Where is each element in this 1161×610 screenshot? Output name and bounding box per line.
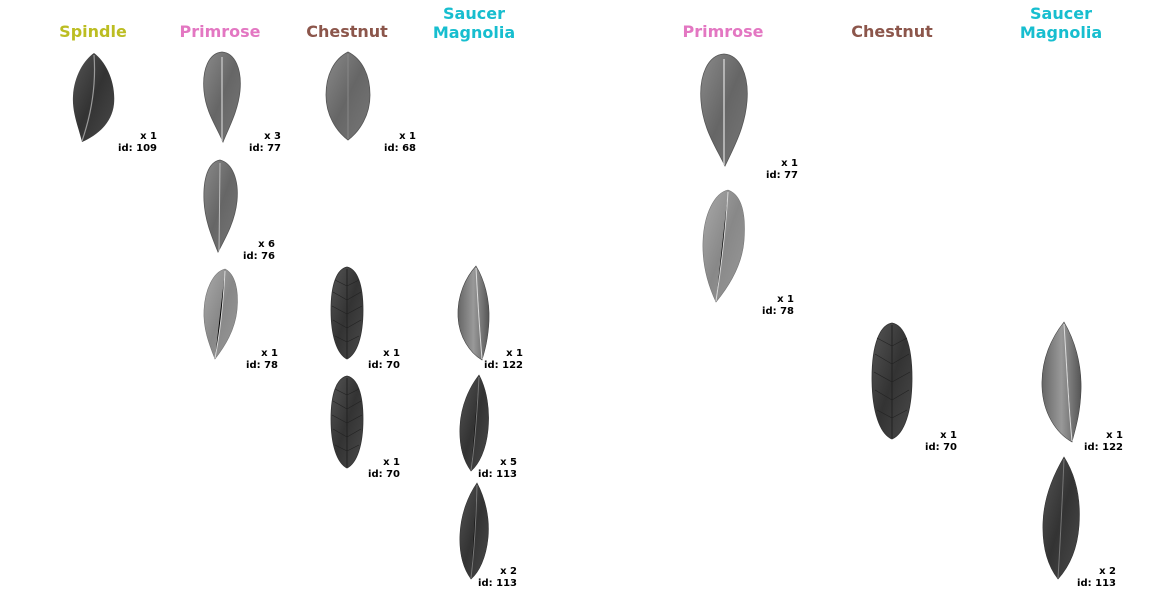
leaf-caption: x 2 id: 113 [1077, 566, 1116, 589]
leaf-image [325, 51, 371, 141]
leaf-caption: x 1 id: 122 [1084, 430, 1123, 453]
leaf-image [702, 189, 745, 303]
leaf-caption: x 1 id: 122 [484, 348, 523, 371]
leaf-caption: x 1 id: 78 [246, 348, 278, 371]
right-header-primrose: Primrose [682, 22, 764, 41]
leaf-image [700, 53, 748, 167]
leaf-image [1042, 456, 1080, 580]
leaf-image [457, 265, 490, 361]
leaf-caption: x 3 id: 77 [249, 131, 281, 154]
leaf-image [459, 482, 489, 580]
leaf-caption: x 1 id: 109 [118, 131, 157, 154]
leaf-image [203, 51, 241, 143]
leaf-caption: x 6 id: 76 [243, 239, 275, 262]
left-header-chestnut: Chestnut [306, 22, 388, 41]
leaf-image [330, 266, 364, 360]
leaf-image [459, 374, 489, 472]
leaf-caption: x 1 id: 70 [368, 348, 400, 371]
leaf-image [330, 375, 364, 469]
leaf-image [203, 268, 238, 360]
leaf-image [871, 322, 913, 440]
leaf-caption: x 1 id: 77 [766, 158, 798, 181]
left-header-primrose: Primrose [179, 22, 261, 41]
leaf-image [72, 53, 115, 142]
left-header-saucer-magnolia: Saucer Magnolia [432, 4, 516, 42]
leaf-image [1041, 321, 1082, 443]
leaf-caption: x 1 id: 70 [925, 430, 957, 453]
leaf-caption: x 1 id: 78 [762, 294, 794, 317]
leaf-caption: x 1 id: 68 [384, 131, 416, 154]
leaf-caption: x 5 id: 113 [478, 457, 517, 480]
leaf-caption: x 1 id: 70 [368, 457, 400, 480]
left-header-spindle: Spindle [59, 22, 127, 41]
leaf-caption: x 2 id: 113 [478, 566, 517, 589]
leaf-image [203, 159, 238, 253]
right-header-chestnut: Chestnut [851, 22, 933, 41]
right-header-saucer-magnolia: Saucer Magnolia [1019, 4, 1103, 42]
